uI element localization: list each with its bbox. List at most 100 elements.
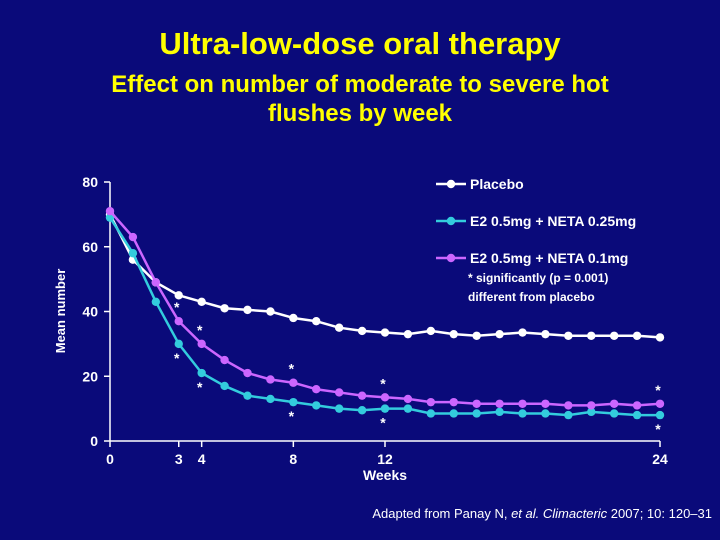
data-point	[541, 329, 550, 339]
data-point	[472, 399, 481, 408]
data-point	[334, 323, 344, 332]
data-point	[334, 404, 344, 413]
data-point	[587, 331, 596, 340]
data-point	[174, 339, 183, 349]
data-point	[655, 399, 665, 408]
data-point	[632, 331, 642, 340]
data-point	[426, 397, 436, 407]
data-point	[197, 297, 206, 306]
data-point	[564, 410, 573, 420]
series-group	[105, 206, 665, 410]
legend-swatch-marker	[446, 253, 456, 263]
data-point	[197, 368, 206, 378]
data-point	[564, 401, 573, 410]
legend-label: Placebo	[470, 176, 524, 192]
significance-markers: * * * * * * * * * *	[174, 299, 661, 437]
legend-entry: E2 0.5mg + NETA 0.25mg	[436, 213, 636, 229]
data-point	[220, 355, 229, 365]
data-point	[243, 305, 252, 315]
data-point	[403, 394, 413, 404]
data-point	[426, 326, 436, 336]
data-point	[380, 328, 390, 337]
legend-entry: E2 0.5mg + NETA 0.1mg	[436, 250, 628, 266]
x-tick-label: 24	[652, 451, 668, 467]
data-point	[449, 397, 458, 407]
data-point	[541, 399, 550, 408]
data-point	[266, 394, 275, 404]
data-point	[541, 409, 550, 418]
y-ticks: 0 20 40 60 80	[82, 174, 110, 449]
chart-legend: Placebo E2 0.5mg + NETA 0.25mg E2 0.5mg + …	[436, 176, 636, 266]
data-point	[151, 297, 161, 306]
x-tick-label: 12	[377, 451, 393, 467]
data-point	[472, 409, 481, 418]
data-point	[495, 399, 504, 408]
y-tick-label: 60	[82, 239, 98, 255]
x-ticks: 0 3 4 8 12 24	[106, 441, 668, 467]
data-point	[655, 333, 665, 342]
data-point	[289, 313, 298, 323]
significance-asterisk: *	[197, 379, 203, 395]
data-point	[587, 407, 596, 417]
data-point	[495, 407, 504, 417]
y-tick-label: 80	[82, 174, 98, 190]
data-point	[380, 404, 390, 413]
data-point	[403, 404, 413, 413]
y-tick-label: 0	[90, 433, 98, 449]
significance-asterisk: *	[655, 421, 661, 437]
legend-entry: Placebo	[436, 176, 524, 192]
data-point	[472, 331, 481, 340]
citation-etal: et al.	[511, 506, 540, 521]
legend-label: E2 0.5mg + NETA 0.1mg	[470, 250, 628, 266]
data-point	[426, 409, 436, 418]
data-point	[518, 328, 527, 337]
data-point	[632, 410, 642, 420]
significance-asterisk: *	[289, 361, 295, 377]
significance-asterisk: *	[289, 408, 295, 424]
data-point	[357, 326, 367, 336]
data-point	[449, 409, 458, 418]
x-tick-label: 4	[198, 451, 206, 467]
data-point	[449, 329, 458, 339]
data-point	[312, 401, 321, 410]
data-point	[266, 307, 275, 316]
slide-title: Ultra-low-dose oral therapy	[159, 26, 561, 61]
significance-note-line-2: different from placebo	[468, 290, 595, 304]
data-point	[220, 304, 229, 313]
data-point	[289, 397, 298, 407]
subtitle-line-1: Effect on number of moderate to severe h…	[111, 71, 609, 98]
source-citation: Adapted from Panay N, et al. Climacteric…	[372, 506, 712, 521]
significance-asterisk: *	[197, 322, 203, 338]
data-point	[174, 317, 183, 326]
y-tick-label: 40	[82, 304, 98, 320]
y-axis-label: Mean number	[53, 269, 68, 354]
significance-note-line-1: * significantly (p = 0.001)	[468, 271, 608, 285]
significance-asterisk: *	[380, 415, 386, 431]
data-point	[174, 291, 183, 300]
data-point	[289, 378, 298, 387]
citation-journal: Climacteric	[539, 506, 608, 521]
data-point	[266, 375, 275, 384]
data-point	[609, 399, 619, 408]
data-point	[632, 401, 642, 410]
data-point	[609, 409, 619, 418]
data-point	[128, 249, 138, 258]
data-point	[128, 232, 138, 242]
data-point	[564, 331, 573, 340]
data-point	[403, 329, 413, 339]
series-layer	[105, 206, 665, 420]
x-tick-label: 8	[289, 451, 297, 467]
slide-subtitle: Effect on number of moderate to severe h…	[0, 70, 720, 128]
x-axis-label: Weeks	[363, 467, 407, 483]
data-point	[243, 368, 252, 378]
subtitle-line-2: flushes by week	[267, 100, 453, 127]
data-point	[312, 385, 321, 394]
data-point	[312, 317, 321, 326]
y-tick-label: 20	[82, 368, 98, 384]
citation-suffix: 2007; 10: 120–31	[607, 506, 712, 521]
data-point	[495, 329, 504, 339]
data-point	[151, 278, 161, 287]
significance-asterisk: *	[174, 299, 180, 315]
data-point	[518, 409, 527, 418]
data-point	[357, 406, 367, 415]
